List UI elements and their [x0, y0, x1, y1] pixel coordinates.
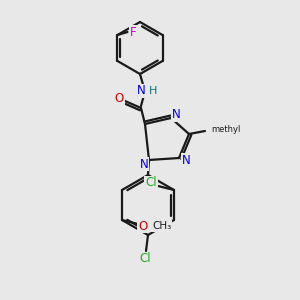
Text: N: N — [136, 85, 146, 98]
Text: Cl: Cl — [139, 253, 151, 266]
Text: H: H — [149, 86, 157, 96]
Text: N: N — [182, 154, 190, 166]
Text: N: N — [172, 109, 180, 122]
Text: Cl: Cl — [145, 176, 157, 190]
Text: O: O — [138, 220, 148, 232]
Text: O: O — [114, 92, 124, 104]
Text: CH₃: CH₃ — [152, 221, 171, 231]
Text: N: N — [140, 158, 148, 170]
Text: F: F — [130, 26, 137, 38]
Text: methyl: methyl — [211, 125, 240, 134]
